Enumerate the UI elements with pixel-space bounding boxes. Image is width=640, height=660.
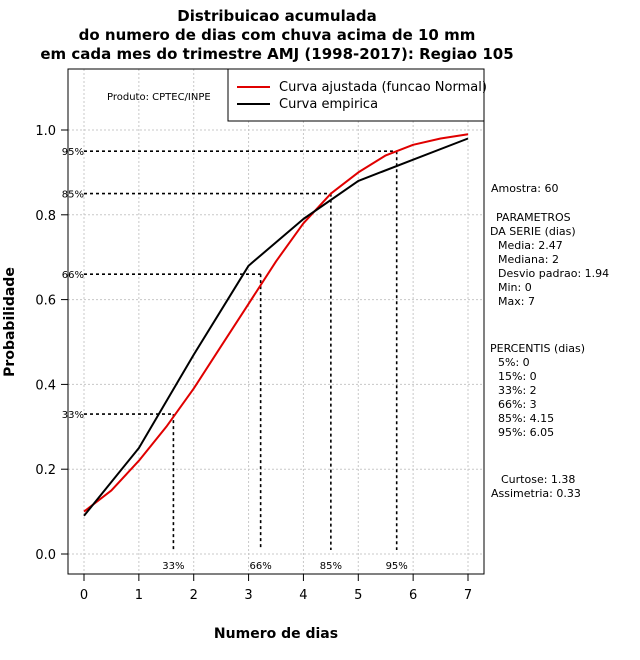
stat-mean: Media: 2.47 — [498, 239, 563, 252]
product-label: Produto: CPTEC/INPE — [107, 92, 211, 103]
percentiles-title: PERCENTIS (dias) — [490, 342, 585, 355]
y-tick-label: 0.6 — [35, 294, 56, 309]
chart-title-line-3: em cada mes do trimestre AMJ (1998-2017)… — [40, 45, 513, 63]
percentile-label-y: 66% — [62, 270, 84, 281]
x-tick-label: 2 — [190, 588, 198, 603]
percentile-label-x: 66% — [250, 561, 272, 572]
stat-min: Min: 0 — [498, 281, 532, 294]
stat-max: Max: 7 — [498, 295, 535, 308]
stat-stddev: Desvio padrao: 1.94 — [498, 267, 609, 280]
legend: Curva ajustada (funcao Normal) Curva emp… — [227, 68, 487, 122]
percentile-66: 66%: 3 — [498, 398, 537, 411]
percentile-label-y: 95% — [62, 147, 84, 158]
stats-panel: Amostra: 60 PARAMETROS DA SERIE (dias) M… — [490, 182, 609, 500]
percentile-95: 95%: 6.05 — [498, 426, 554, 439]
series-line-empirical — [83, 137, 469, 517]
y-tick-label: 0.8 — [35, 209, 56, 224]
legend-box — [227, 68, 485, 122]
sample-size: Amostra: 60 — [491, 182, 558, 195]
legend-label-empirical: Curva empirica — [279, 97, 378, 112]
x-tick-label: 3 — [244, 588, 252, 603]
y-axis: 0.0 0.2 0.4 0.6 0.8 1.0 — [35, 124, 68, 563]
chart-title-line-1: Distribuicao acumulada — [177, 7, 376, 25]
x-axis-label: Numero de dias — [214, 626, 338, 642]
stat-median: Mediana: 2 — [498, 253, 559, 266]
params-title: PARAMETROS — [496, 211, 571, 224]
y-tick-label: 1.0 — [35, 124, 56, 139]
percentile-33: 33%: 2 — [498, 384, 537, 397]
y-tick-label: 0.2 — [35, 463, 56, 478]
x-tick-label: 7 — [464, 588, 472, 603]
percentile-markers: 33% 33% 66% 66% 85% 85% 95% 95% — [62, 147, 408, 572]
x-tick-label: 5 — [354, 588, 362, 603]
x-tick-label: 1 — [135, 588, 143, 603]
series-lines — [83, 133, 469, 517]
percentile-label-x: 33% — [162, 561, 184, 572]
x-tick-label: 0 — [80, 588, 88, 603]
percentile-15: 15%: 0 — [498, 370, 537, 383]
percentile-5: 5%: 0 — [498, 356, 530, 369]
percentile-85: 85%: 4.15 — [498, 412, 554, 425]
series-line-fitted-normal — [83, 133, 469, 513]
y-axis-label: Probabilidade — [2, 267, 18, 377]
x-tick-label: 4 — [299, 588, 307, 603]
y-tick-label: 0.4 — [35, 378, 56, 393]
x-axis: 0 1 2 3 4 5 6 7 — [80, 574, 472, 603]
stat-skewness: Assimetria: 0.33 — [491, 487, 581, 500]
percentile-label-x: 95% — [386, 561, 408, 572]
plot-frame — [67, 68, 485, 575]
params-subtitle: DA SERIE (dias) — [490, 225, 576, 238]
legend-label-fitted: Curva ajustada (funcao Normal) — [279, 80, 487, 95]
y-tick-label: 0.0 — [35, 548, 56, 563]
stat-kurtosis: Curtose: 1.38 — [501, 473, 575, 486]
grid — [68, 69, 484, 574]
percentile-label-y: 33% — [62, 410, 84, 421]
percentile-label-y: 85% — [62, 190, 84, 201]
chart-title-line-2: do numero de dias com chuva acima de 10 … — [79, 26, 476, 44]
percentile-label-x: 85% — [320, 561, 342, 572]
x-tick-label: 6 — [409, 588, 417, 603]
